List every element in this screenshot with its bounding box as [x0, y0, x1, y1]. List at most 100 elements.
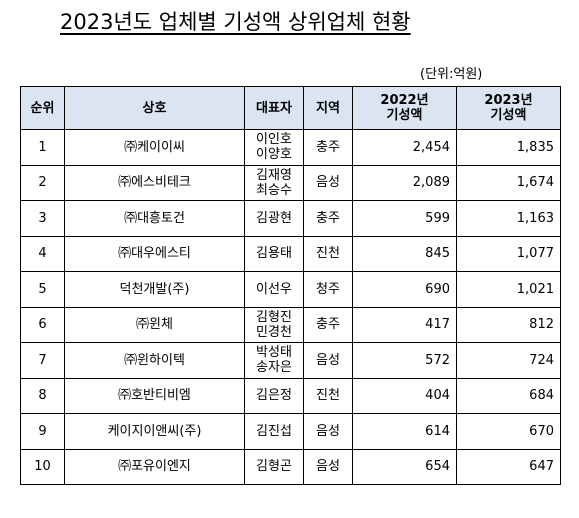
header-cell: 상호: [64, 86, 245, 130]
cell-line: 지역: [316, 100, 340, 116]
table-row: 10 ㈜포유이엔지 김형곤 음성 654 647: [20, 448, 561, 485]
cell-line: 김진섭: [256, 423, 292, 439]
cell-line: 김형곤: [256, 459, 292, 475]
table-cell: 음성: [303, 413, 353, 450]
table-cell: 음성: [303, 164, 353, 201]
table-cell: 1,163: [456, 200, 561, 237]
table-row: 9 케이지이앤씨(주) 김진섭 음성 614 670: [20, 413, 561, 450]
cell-line: 김광현: [256, 210, 292, 226]
table-cell: 654: [352, 448, 457, 485]
table-cell: 1,077: [456, 235, 561, 272]
table-cell: 845: [352, 235, 457, 272]
header-cell: 대표자: [244, 86, 304, 130]
cell-line: 김은정: [256, 388, 292, 404]
table-cell: ㈜호반티비엠: [64, 377, 245, 414]
header-cell: 2022년 기성액: [352, 86, 457, 130]
table-cell: 충주: [303, 129, 353, 166]
table-cell: 김재영 최승수: [244, 164, 304, 201]
table-cell: 이선우: [244, 271, 304, 308]
cell-line: 김형진: [256, 309, 292, 325]
table-cell: 김형진 민경천: [244, 306, 304, 343]
cell-line: 김재영: [256, 167, 292, 183]
header-cell: 지역: [303, 86, 353, 130]
cell-line: 김용태: [256, 246, 292, 262]
table-cell: 박성태 송자은: [244, 342, 304, 379]
table-cell: ㈜대흥토건: [64, 200, 245, 237]
table-body: 1 ㈜케이이씨 이인호 이양호 충주 2,454 1,835 2 ㈜에스비테크 김재영 최승수 음성 2…: [20, 129, 561, 485]
table-row: 6 ㈜윈체 김형진 민경천 충주 417 812: [20, 306, 561, 343]
header-cell: 2023년 기성액: [456, 86, 561, 130]
cell-line: 박성태: [256, 345, 292, 361]
table-cell: 684: [456, 377, 561, 414]
table-cell: ㈜윈체: [64, 306, 245, 343]
table-cell: 614: [352, 413, 457, 450]
table-cell: 1: [20, 129, 65, 166]
table-cell: 덕천개발(주): [64, 271, 245, 308]
unit-note: (단위:억원): [420, 67, 483, 82]
table-cell: 김용태: [244, 235, 304, 272]
table-cell: 724: [456, 342, 561, 379]
table-row: 8 ㈜호반티비엠 김은정 진천 404 684: [20, 377, 561, 414]
table-cell: 1,674: [456, 164, 561, 201]
table-cell: 3: [20, 200, 65, 237]
table-cell: 충주: [303, 200, 353, 237]
table-cell: 1,021: [456, 271, 561, 308]
table-cell: 404: [352, 377, 457, 414]
cell-line: 2023년: [484, 93, 533, 108]
table-cell: 572: [352, 342, 457, 379]
cell-line: 송자은: [256, 360, 292, 376]
table-cell: 417: [352, 306, 457, 343]
table-cell: 청주: [303, 271, 353, 308]
table-cell: ㈜에스비테크: [64, 164, 245, 201]
cell-line: 상호: [142, 100, 167, 116]
cell-line: 이인호: [256, 132, 292, 148]
table-cell: 음성: [303, 342, 353, 379]
table-cell: 2,089: [352, 164, 457, 201]
table-cell: 6: [20, 306, 65, 343]
header-row: 순위 상호 대표자 지역 2022년 기성액 2023년 기성액: [20, 86, 561, 130]
cell-line: 기성액: [490, 108, 527, 123]
table-cell: 5: [20, 271, 65, 308]
header-cell: 순위: [20, 86, 65, 130]
table-cell: ㈜윈하이텍: [64, 342, 245, 379]
table-row: 5 덕천개발(주) 이선우 청주 690 1,021: [20, 271, 561, 308]
table-cell: ㈜케이이씨: [64, 129, 245, 166]
table-cell: 1,835: [456, 129, 561, 166]
table-cell: 김진섭: [244, 413, 304, 450]
cell-line: 민경천: [256, 324, 292, 340]
table-cell: 충주: [303, 306, 353, 343]
table-cell: 670: [456, 413, 561, 450]
table-cell: 2: [20, 164, 65, 201]
table-row: 4 ㈜대우에스티 김용태 진천 845 1,077: [20, 235, 561, 272]
table-cell: 김형곤: [244, 448, 304, 485]
table-cell: 9: [20, 413, 65, 450]
table-cell: 812: [456, 306, 561, 343]
cell-line: 순위: [30, 100, 55, 116]
table-cell: 김은정: [244, 377, 304, 414]
table-cell: 690: [352, 271, 457, 308]
table-cell: 진천: [303, 377, 353, 414]
table-row: 2 ㈜에스비테크 김재영 최승수 음성 2,089 1,674: [20, 164, 561, 201]
cell-line: 2022년: [380, 93, 429, 108]
table-cell: 647: [456, 448, 561, 485]
table-cell: 김광현: [244, 200, 304, 237]
cell-line: 대표자: [256, 100, 292, 116]
table-cell: ㈜대우에스티: [64, 235, 245, 272]
table: 순위 상호 대표자 지역 2022년 기성액 2023년 기성액 1 ㈜케이이씨 이인호 이양호 충주…: [20, 86, 561, 485]
table-cell: 2,454: [352, 129, 457, 166]
table-cell: 케이지이앤씨(주): [64, 413, 245, 450]
table-cell: 진천: [303, 235, 353, 272]
cell-line: 기성액: [386, 108, 423, 123]
title: 2023년도 업체별 기성액 상위업체 현황: [60, 10, 411, 34]
table-cell: 7: [20, 342, 65, 379]
table-cell: 음성: [303, 448, 353, 485]
table-cell: 이인호 이양호: [244, 129, 304, 166]
table-row: 3 ㈜대흥토건 김광현 충주 599 1,163: [20, 200, 561, 237]
table-cell: ㈜포유이엔지: [64, 448, 245, 485]
table-cell: 599: [352, 200, 457, 237]
cell-line: 이선우: [256, 281, 292, 297]
table-row: 7 ㈜윈하이텍 박성태 송자은 음성 572 724: [20, 342, 561, 379]
table-row: 1 ㈜케이이씨 이인호 이양호 충주 2,454 1,835: [20, 129, 561, 166]
cell-line: 최승수: [256, 182, 292, 198]
